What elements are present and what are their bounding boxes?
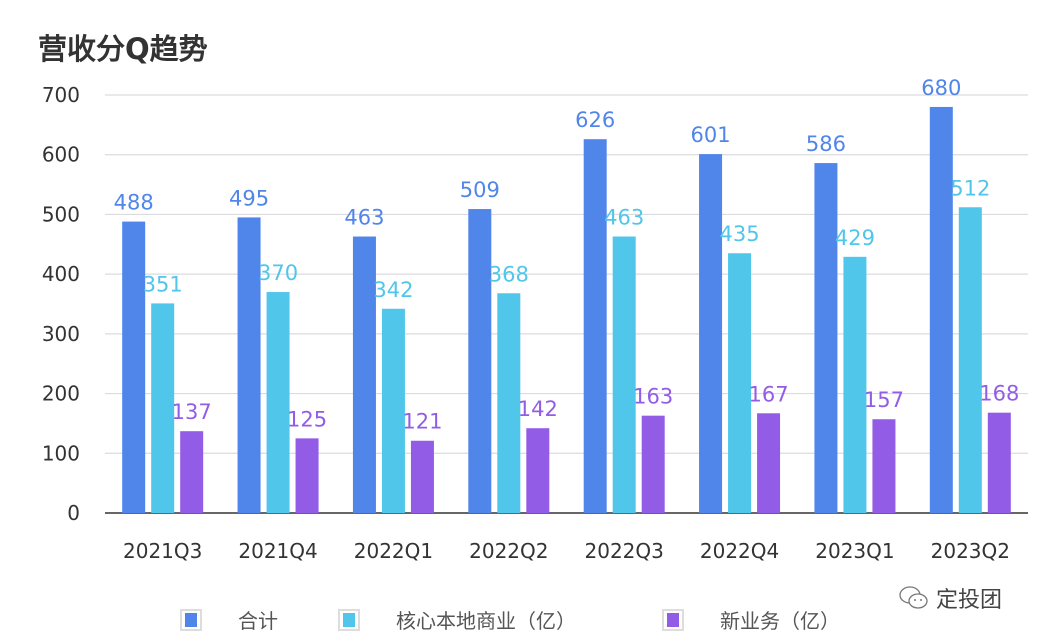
legend-label: 核心本地商业（亿） bbox=[396, 609, 576, 633]
data-label: 125 bbox=[287, 407, 327, 431]
bar bbox=[583, 139, 607, 513]
bar bbox=[843, 256, 867, 513]
legend-item-core[interactable]: 核心本地商业（亿） bbox=[338, 605, 576, 634]
data-label: 121 bbox=[402, 410, 442, 434]
data-label: 342 bbox=[373, 278, 413, 302]
bar bbox=[381, 308, 405, 513]
data-label: 429 bbox=[835, 226, 875, 250]
data-label: 586 bbox=[806, 132, 846, 156]
bar bbox=[151, 303, 175, 513]
data-label: 626 bbox=[575, 108, 615, 132]
legend-label: 新业务（亿） bbox=[720, 609, 840, 633]
data-label: 157 bbox=[864, 388, 904, 412]
legend-label: 合计 bbox=[238, 609, 278, 633]
data-label: 163 bbox=[633, 385, 673, 409]
bar bbox=[757, 413, 781, 513]
data-label: 601 bbox=[691, 123, 731, 147]
legend-item-total[interactable]: 合计 bbox=[180, 605, 278, 634]
data-label: 167 bbox=[749, 382, 789, 406]
x-tick-label: 2021Q3 bbox=[123, 539, 202, 563]
bar bbox=[872, 419, 896, 513]
y-tick-label: 700 bbox=[42, 83, 80, 107]
data-label: 137 bbox=[172, 400, 212, 424]
bar bbox=[728, 253, 752, 513]
data-label: 495 bbox=[229, 186, 269, 210]
legend-item-new[interactable]: 新业务（亿） bbox=[662, 605, 840, 634]
data-label: 435 bbox=[720, 222, 760, 246]
y-tick-label: 400 bbox=[42, 262, 80, 286]
bar bbox=[295, 438, 319, 513]
bar bbox=[929, 106, 953, 513]
y-tick-label: 200 bbox=[42, 382, 80, 406]
x-tick-label: 2022Q3 bbox=[585, 539, 664, 563]
bar bbox=[352, 236, 376, 513]
bar bbox=[237, 217, 261, 513]
chart-title: 营收分Q趋势 bbox=[38, 32, 208, 66]
y-tick-label: 100 bbox=[42, 441, 80, 465]
data-label: 488 bbox=[114, 191, 154, 215]
x-tick-label: 2022Q2 bbox=[469, 539, 548, 563]
legend-swatch bbox=[662, 608, 684, 631]
watermark: 定投团 bbox=[898, 582, 1002, 614]
x-tick-label: 2023Q2 bbox=[931, 539, 1010, 563]
data-label: 142 bbox=[518, 397, 558, 421]
bar bbox=[958, 207, 982, 513]
data-label: 463 bbox=[344, 206, 384, 230]
bar bbox=[814, 163, 838, 513]
wechat-icon bbox=[899, 586, 928, 609]
y-tick-label: 300 bbox=[42, 322, 80, 346]
x-tick-label: 2023Q1 bbox=[815, 539, 894, 563]
y-tick-label: 500 bbox=[42, 202, 80, 226]
x-tick-label: 2022Q1 bbox=[354, 539, 433, 563]
legend-swatch bbox=[180, 608, 202, 631]
x-tick-label: 2021Q4 bbox=[238, 539, 317, 563]
bar bbox=[410, 440, 434, 513]
data-label: 368 bbox=[489, 262, 529, 286]
watermark-text: 定投团 bbox=[936, 588, 1003, 613]
bar bbox=[180, 431, 204, 513]
bar bbox=[526, 428, 550, 513]
bar bbox=[641, 415, 665, 513]
data-label: 680 bbox=[921, 76, 961, 100]
x-tick-label: 2022Q4 bbox=[700, 539, 779, 563]
legend-swatch bbox=[338, 608, 360, 631]
bar bbox=[497, 293, 521, 513]
data-label: 512 bbox=[950, 176, 990, 200]
bar bbox=[122, 221, 146, 513]
data-label: 351 bbox=[143, 272, 183, 296]
bar bbox=[699, 154, 723, 514]
y-tick-label: 600 bbox=[42, 143, 80, 167]
bar bbox=[612, 236, 636, 513]
data-label: 463 bbox=[604, 206, 644, 230]
y-tick-label: 0 bbox=[67, 501, 80, 525]
data-label: 509 bbox=[460, 178, 500, 202]
bar bbox=[468, 209, 492, 513]
data-label: 168 bbox=[979, 382, 1019, 406]
bar bbox=[266, 292, 290, 513]
data-label: 370 bbox=[258, 261, 298, 285]
bar bbox=[987, 412, 1011, 513]
